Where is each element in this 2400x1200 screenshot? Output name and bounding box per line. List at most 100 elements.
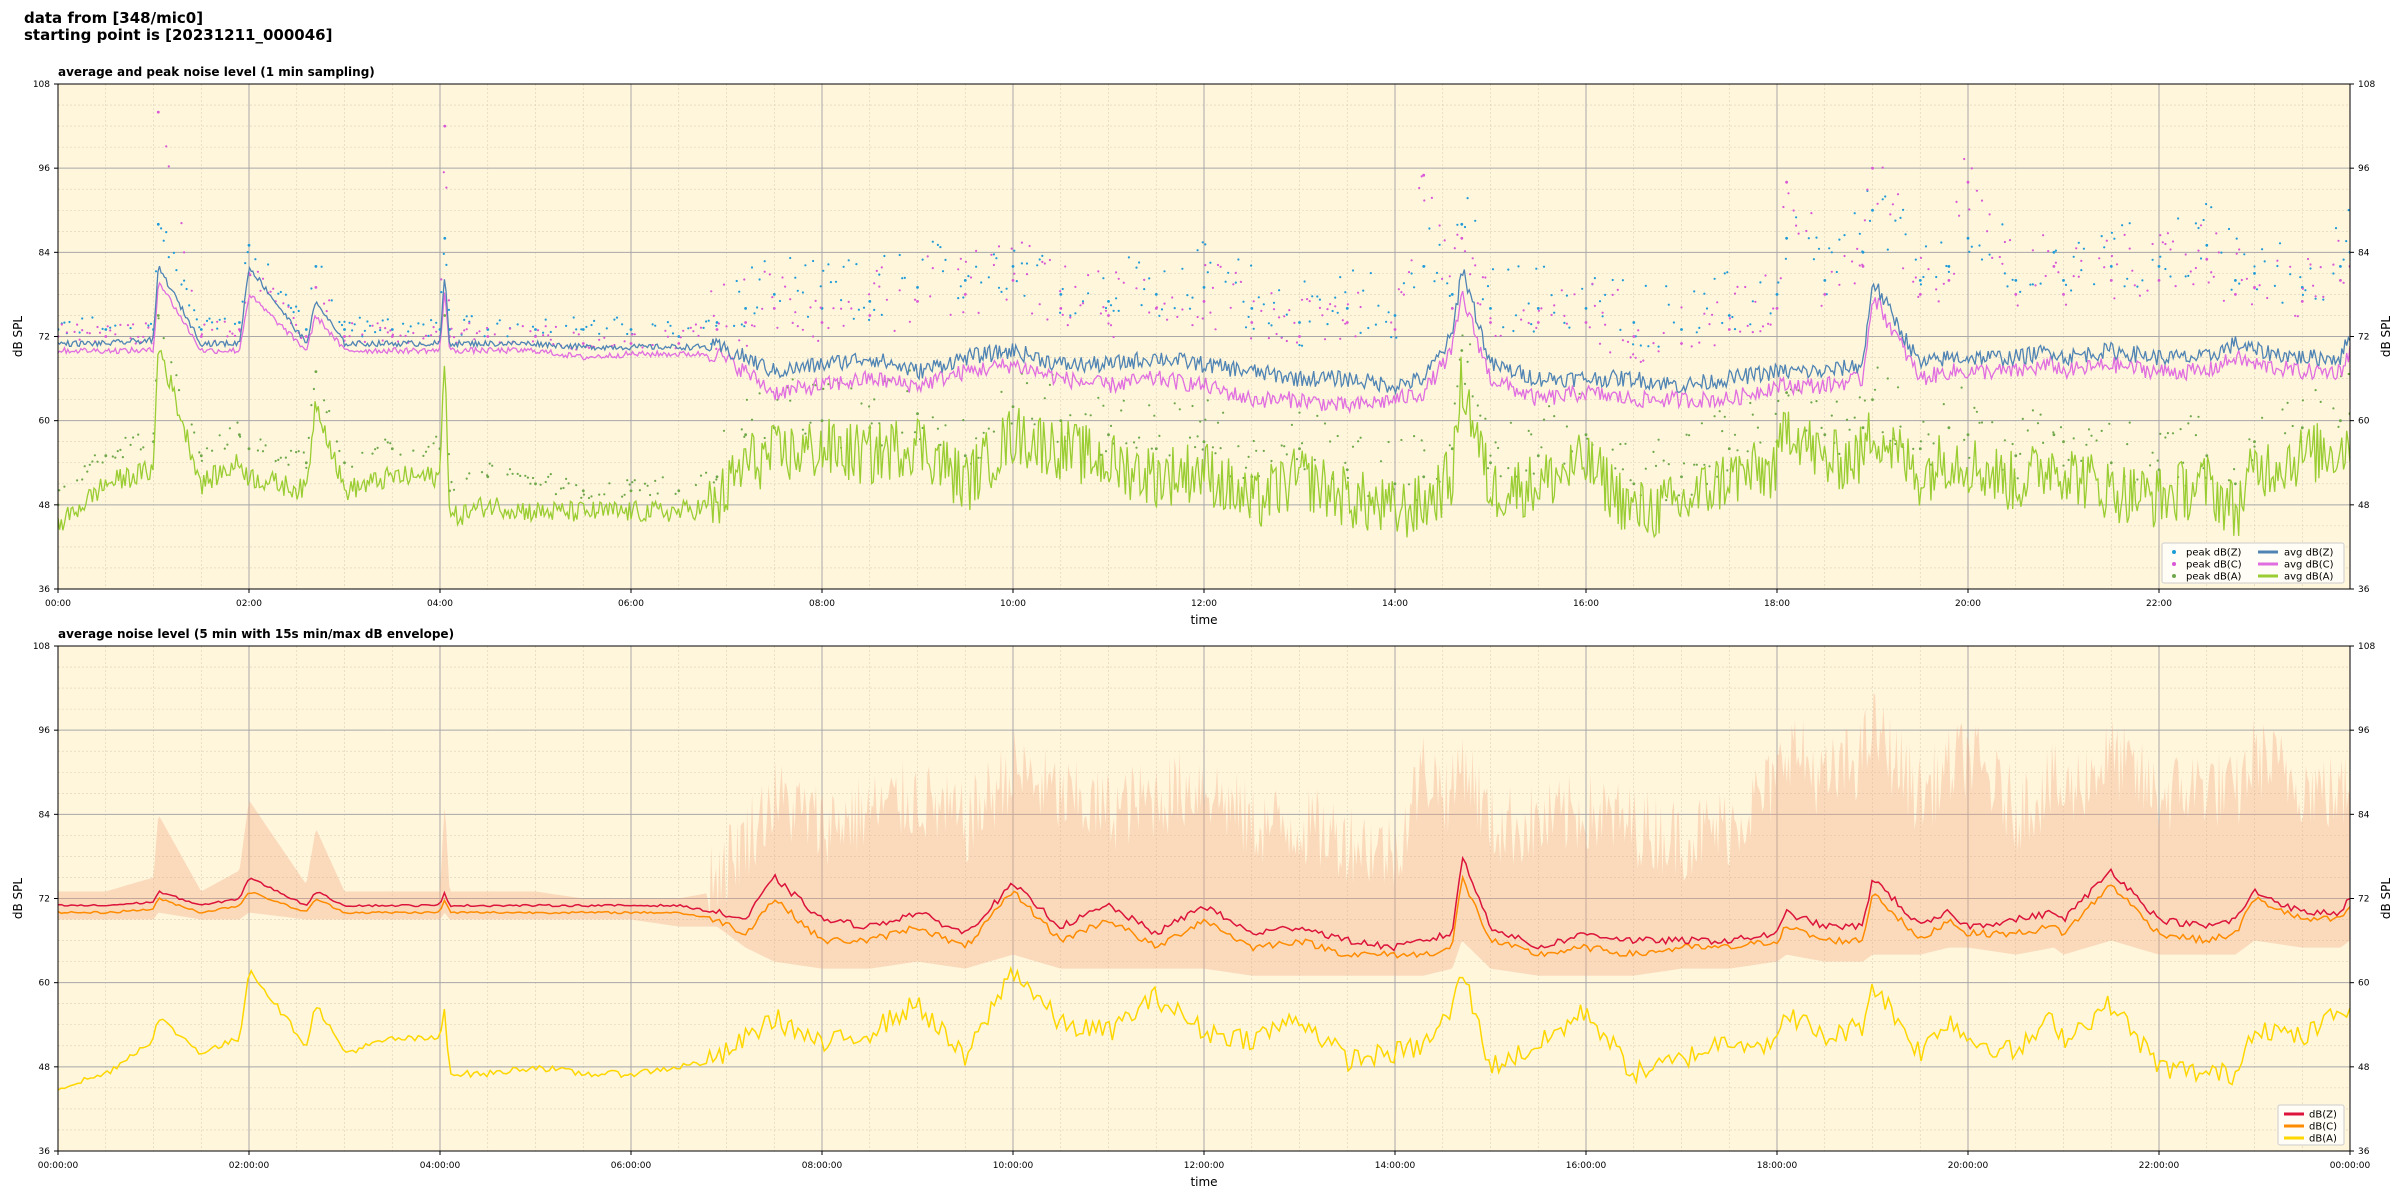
- data-point-peak-z: [862, 306, 866, 309]
- data-point-peak-c: [1166, 318, 1169, 321]
- data-point-peak-a: [901, 431, 904, 434]
- y-tick-label: 36: [39, 585, 51, 595]
- data-point-peak-z: [216, 327, 219, 330]
- data-point-peak-c: [1359, 305, 1362, 309]
- data-point-peak-a: [1723, 415, 1726, 418]
- data-point-peak-c: [1430, 196, 1433, 199]
- data-point-peak-z: [2342, 258, 2345, 261]
- data-point-peak-c: [699, 326, 703, 329]
- data-point-peak-z: [1769, 312, 1772, 315]
- data-point-peak-c: [1272, 308, 1276, 311]
- data-point-peak-c: [679, 336, 682, 339]
- data-point-peak-c: [2234, 293, 2237, 296]
- data-point-peak-a: [295, 451, 298, 454]
- data-point-peak-a: [2062, 464, 2065, 467]
- data-point-peak-z: [409, 325, 412, 328]
- data-point-peak-c: [753, 325, 756, 328]
- data-point-peak-a: [744, 433, 747, 437]
- data-point-peak-z: [435, 321, 438, 324]
- data-point-peak-z: [233, 322, 237, 325]
- data-point-peak-z: [705, 320, 708, 323]
- data-point-peak-a: [491, 464, 494, 467]
- data-point-peak-z: [987, 276, 990, 279]
- data-point-peak-z: [1247, 315, 1250, 318]
- data-point-peak-c: [404, 334, 407, 337]
- data-point-peak-a: [1721, 430, 1724, 433]
- data-point-peak-c: [1662, 331, 1665, 335]
- data-point-peak-z: [794, 276, 797, 279]
- data-point-peak-a: [1345, 468, 1349, 472]
- data-point-peak-z: [939, 246, 942, 249]
- data-point-peak-a: [565, 477, 568, 480]
- data-point-peak-a: [389, 442, 392, 445]
- data-point-peak-z: [626, 332, 629, 336]
- data-point-peak-z: [1489, 307, 1492, 310]
- x-tick-label: 00:00:00: [2330, 1161, 2371, 1171]
- data-point-peak-z: [1435, 271, 1439, 274]
- chart-title: average noise level (5 min with 15s min/…: [58, 627, 454, 641]
- data-point-peak-c: [1952, 272, 1956, 275]
- data-point-peak-c: [292, 316, 295, 320]
- data-point-peak-c: [1300, 298, 1304, 301]
- data-point-peak-a: [351, 465, 354, 468]
- data-point-peak-c: [1250, 321, 1254, 324]
- data-point-peak-a: [338, 449, 341, 453]
- data-point-peak-z: [2263, 260, 2266, 263]
- data-point-peak-c: [2131, 269, 2134, 272]
- data-point-peak-c: [997, 245, 1001, 248]
- data-point-peak-a: [646, 484, 649, 487]
- data-point-peak-c: [443, 124, 447, 128]
- data-point-peak-a: [1422, 475, 1426, 479]
- data-point-peak-c: [1204, 264, 1207, 267]
- data-point-peak-z: [149, 322, 153, 325]
- data-point-peak-c: [2008, 239, 2012, 242]
- data-point-peak-c: [114, 333, 117, 336]
- data-point-peak-a: [1346, 476, 1349, 480]
- data-point-peak-z: [343, 328, 346, 331]
- data-point-peak-a: [2052, 431, 2055, 434]
- data-point-peak-z: [2276, 264, 2279, 268]
- data-point-peak-a: [1652, 450, 1655, 453]
- data-point-peak-c: [521, 325, 524, 328]
- data-point-peak-c: [641, 346, 644, 349]
- data-point-peak-z: [506, 335, 509, 338]
- data-point-peak-c: [1252, 300, 1255, 303]
- data-point-peak-z: [1657, 345, 1660, 348]
- data-point-peak-c: [2245, 277, 2248, 280]
- data-point-peak-z: [2255, 288, 2259, 291]
- data-point-peak-a: [2339, 419, 2342, 423]
- data-point-peak-c: [842, 324, 845, 327]
- data-point-peak-a: [1033, 423, 1036, 426]
- data-point-peak-z: [91, 316, 94, 319]
- data-point-peak-z: [1584, 307, 1588, 310]
- data-point-peak-z: [1204, 243, 1207, 246]
- data-point-peak-a: [2126, 443, 2129, 446]
- data-point-peak-z: [1536, 307, 1540, 310]
- data-point-peak-c: [1680, 306, 1683, 309]
- legend: peak dB(Z)peak dB(C)peak dB(A)avg dB(Z)a…: [2161, 542, 2345, 584]
- data-point-peak-z: [1553, 311, 1556, 314]
- data-point-peak-a: [1930, 463, 1933, 466]
- data-point-peak-z: [443, 236, 447, 240]
- data-point-peak-z: [2230, 288, 2233, 291]
- data-point-peak-a: [1109, 424, 1113, 427]
- data-point-peak-c: [692, 330, 695, 333]
- data-point-peak-z: [2157, 265, 2161, 268]
- data-point-peak-a: [264, 444, 267, 447]
- data-point-peak-a: [1896, 386, 1900, 389]
- data-point-peak-c: [651, 343, 654, 347]
- data-point-peak-c: [534, 335, 537, 338]
- data-point-peak-z: [160, 227, 163, 230]
- data-point-peak-z: [1143, 288, 1146, 291]
- data-point-peak-z: [1041, 254, 1044, 257]
- data-point-peak-c: [1711, 313, 1714, 316]
- data-point-peak-c: [868, 314, 872, 317]
- data-point-peak-c: [132, 323, 135, 326]
- x-tick-label: 20:00: [1955, 599, 1981, 609]
- data-point-peak-a: [1104, 450, 1108, 453]
- data-point-peak-a: [156, 314, 160, 317]
- data-point-peak-z: [348, 321, 351, 324]
- data-point-peak-z: [1514, 314, 1518, 317]
- data-point-peak-a: [1838, 452, 1841, 455]
- data-point-peak-a: [1153, 414, 1156, 417]
